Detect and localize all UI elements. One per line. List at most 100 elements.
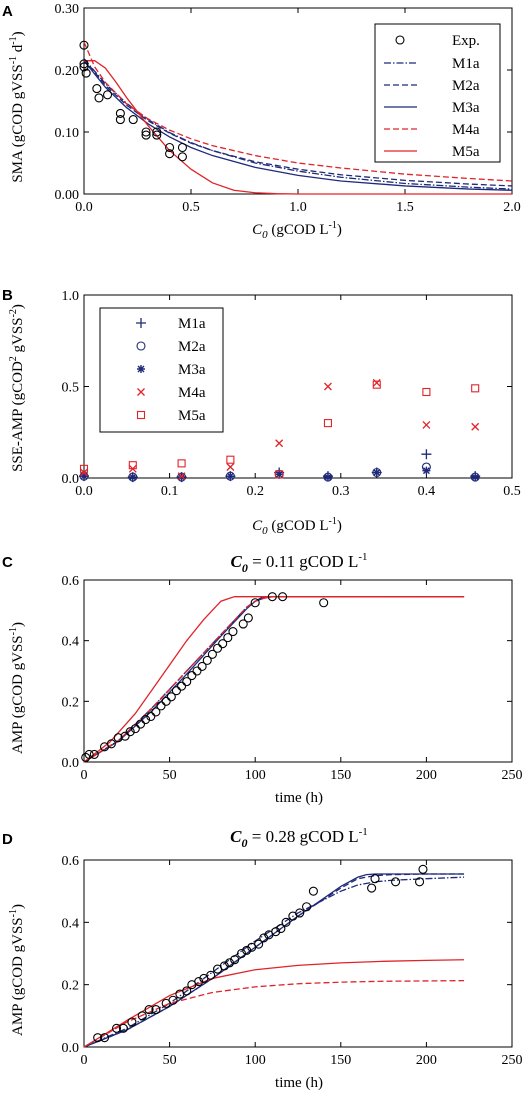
exp-point <box>152 130 162 140</box>
exp-point <box>161 696 171 706</box>
exp-point <box>177 681 187 691</box>
exp-point <box>141 130 151 140</box>
legend-box <box>99 307 224 433</box>
exp-point <box>79 59 89 69</box>
legend-label: M1a <box>452 56 480 72</box>
legend-marker-m2a <box>136 341 146 351</box>
exp-point <box>93 1033 103 1043</box>
exp-point <box>182 677 192 687</box>
exp-point <box>218 639 228 649</box>
exp-point <box>267 592 277 602</box>
exp-point <box>99 1033 110 1043</box>
exp-point <box>89 749 99 759</box>
x-tick-label: 50 <box>163 768 177 783</box>
y-tick-label: 1.0 <box>62 289 80 304</box>
x-tick-label: 2.0 <box>503 200 521 215</box>
y-tick-label: 0.2 <box>62 695 80 710</box>
point-m5a <box>177 459 186 468</box>
sse-amp-vs-c0-chart: B 0.0 0.1 0.2 0.3 0.4 0.5 0.0 0.5 1.0 SSE-AMP (g… <box>2 287 521 537</box>
exp-point <box>144 1005 154 1015</box>
exp-point <box>151 1005 161 1015</box>
exp-point <box>171 686 181 696</box>
y-tick-label: 0.6 <box>62 574 80 589</box>
series-line-m4a <box>83 41 513 182</box>
sma-vs-c0-chart: A 0.0 0.5 1.0 1.5 2.0 0.00 0.10 0.20 0.30 SMA (g… <box>2 2 521 241</box>
exp-point <box>177 142 187 153</box>
x-tick-label: 1.5 <box>396 200 414 215</box>
exp-point <box>182 986 192 996</box>
y-tick-label: 0.4 <box>62 916 80 931</box>
series-line-m4a <box>83 596 465 763</box>
exp-point <box>206 970 216 980</box>
series-line-m4a <box>83 979 465 1048</box>
exp-point <box>84 749 94 759</box>
exp-point <box>194 977 204 987</box>
exp-point <box>370 874 380 884</box>
y-axis-label: SMA (gCOD gVSS-1 d-1) <box>8 31 26 182</box>
series-line-m1a <box>83 58 513 190</box>
y-tick-label: 0.5 <box>62 381 80 396</box>
amp-c0-011-chart: C C0 = 0.11 gCOD L-1 0 50 100 150 200 250 0.0 0… <box>2 551 523 806</box>
exp-point <box>130 724 140 734</box>
exp-point <box>106 739 116 749</box>
legend-label: Exp. <box>452 33 480 49</box>
exp-point <box>137 1011 147 1021</box>
exp-point <box>151 707 161 717</box>
chart-title: C0 = 0.11 gCOD L-1 <box>231 551 368 575</box>
y-axis-label: SSE-AMP (gCOD2 gVSS-2) <box>8 304 26 472</box>
exp-point <box>141 714 151 725</box>
exp-point <box>111 1023 122 1033</box>
y-tick-label: 0.6 <box>62 854 80 869</box>
x-tick-label: 200 <box>416 768 437 783</box>
point-m1a <box>421 449 432 460</box>
series-line-m5a <box>83 596 465 763</box>
series-line-m3a <box>83 596 465 763</box>
series-line-m1a <box>83 596 465 763</box>
panel-d: D C0 = 0.28 gCOD L-1 0 50 100 150 200 250 0.0 0… <box>0 810 529 1095</box>
exp-point <box>271 927 281 937</box>
exp-point <box>238 619 248 629</box>
exp-point <box>391 877 401 887</box>
panel-letter-d: D <box>2 831 13 848</box>
exp-point <box>165 142 175 153</box>
point-m3a <box>471 473 480 482</box>
exp-point <box>118 1023 128 1033</box>
legend-label: M1a <box>178 316 206 332</box>
exp-point <box>125 727 135 737</box>
panel-letter-a: A <box>2 3 13 20</box>
point-m3a <box>275 470 284 479</box>
exp-point <box>79 40 89 50</box>
amp-c0-028-chart: D C0 = 0.28 gCOD L-1 0 50 100 150 200 250 0.0 0… <box>2 826 523 1091</box>
legend-box <box>374 23 501 163</box>
x-tick-label: 150 <box>330 1053 351 1068</box>
x-tick-label: 150 <box>330 768 351 783</box>
exp-point <box>219 961 229 971</box>
point-m4a <box>471 422 480 431</box>
exp-point <box>230 955 240 965</box>
y-axis-label: AMP (gCOD gVSS-1) <box>8 622 26 754</box>
y-axis-label: AMP (gCOD gVSS-1) <box>8 904 26 1036</box>
exp-point <box>102 90 113 100</box>
legend-label: M3a <box>452 100 480 116</box>
point-m5a <box>372 380 381 389</box>
y-tick-label: 0.2 <box>62 979 80 994</box>
panel-letter-b: B <box>2 287 13 304</box>
exp-point <box>166 692 176 702</box>
point-m3a <box>422 466 431 475</box>
exp-point <box>224 958 235 968</box>
series-line-m5a <box>84 60 512 195</box>
panel-b: B 0.0 0.1 0.2 0.3 0.4 0.5 0.0 0.5 1.0 SSE-AMP (g… <box>0 280 529 540</box>
legend-marker-m4a <box>137 388 145 396</box>
legend-label: M3a <box>178 362 206 378</box>
legend: M1a M2a M3a M4a M5a <box>99 307 224 433</box>
exp-point <box>141 127 151 137</box>
exp-point <box>302 902 312 912</box>
exp-point <box>187 671 197 681</box>
legend-label: M2a <box>452 78 480 94</box>
exp-point <box>250 598 260 608</box>
x-tick-label: 50 <box>163 1053 177 1068</box>
exp-point <box>120 731 130 741</box>
x-tick-label: 0.0 <box>75 200 93 215</box>
x-tick-label: 0.1 <box>161 484 179 499</box>
point-m3a <box>128 473 137 482</box>
